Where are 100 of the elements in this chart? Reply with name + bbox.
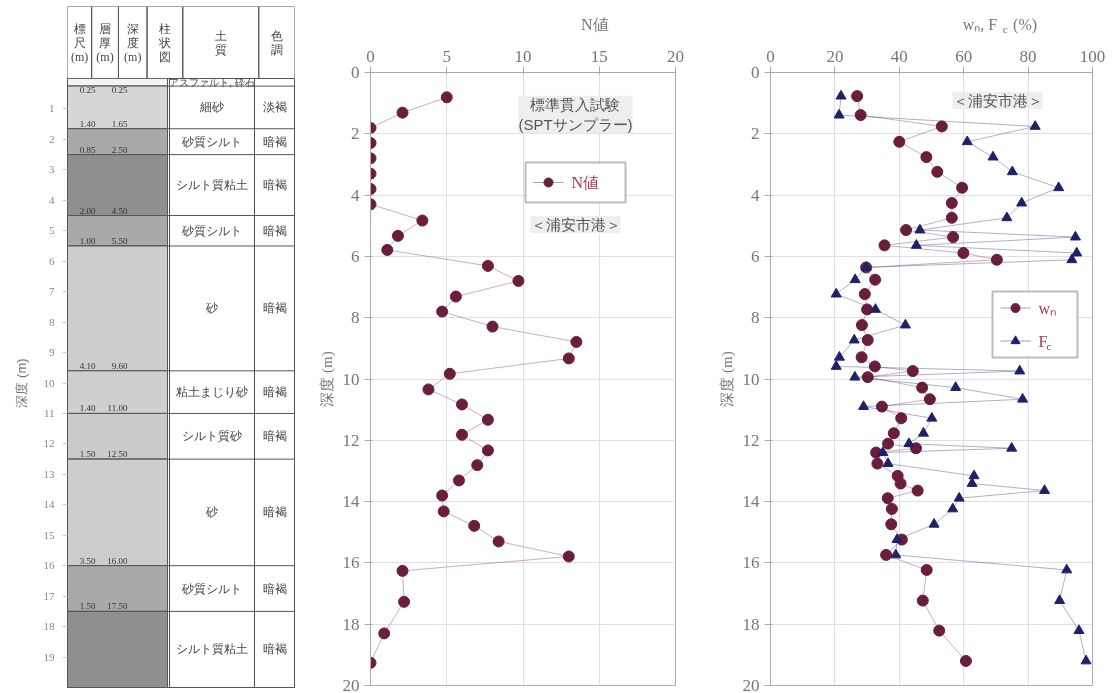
annotation: ＜浦安市港＞ — [530, 216, 621, 233]
category-label: 暗褐 — [262, 385, 287, 400]
legend-label: wₙ — [1038, 299, 1057, 317]
y-tick-label: 4 — [49, 193, 55, 206]
annotation: ＜浦安市港＞ — [952, 92, 1043, 109]
series-label: シルト質粘土 — [176, 642, 248, 657]
y-tick-label: 20 — [742, 676, 760, 693]
category-label: 暗褐 — [262, 134, 287, 149]
y-tick-label: 8 — [751, 308, 760, 328]
x-tick-label: 5 — [442, 46, 451, 66]
category-label: 暗褐 — [262, 581, 287, 596]
y-tick-label: 8 — [49, 315, 55, 328]
category-label: 暗褐 — [262, 505, 287, 520]
annotation: 4.50 — [111, 205, 128, 216]
y-axis-title: 深度 (m) — [718, 351, 736, 407]
data-label: 0.85 — [79, 144, 96, 155]
y-tick-label: 10 — [342, 369, 360, 389]
y-tick-label: 3 — [49, 163, 55, 176]
data-label: 2.00 — [79, 205, 96, 216]
annotation: 11.00 — [107, 403, 128, 414]
y-tick-label: 14 — [342, 492, 360, 512]
y-tick-label: 2 — [751, 124, 760, 144]
series-label: 粘土まじり砂 — [176, 385, 248, 400]
y-tick-label: 2 — [351, 124, 360, 144]
data-label: 1.50 — [79, 601, 96, 612]
y-tick-label: 18 — [342, 614, 360, 634]
text: 柱状図 — [157, 21, 171, 64]
series-label: シルト質粘土 — [176, 178, 248, 193]
y-axis-title: 深度 (m) — [13, 358, 29, 408]
annotation: 16.00 — [107, 555, 128, 566]
y-tick-label: 14 — [742, 492, 760, 512]
y-tick-label: 16 — [43, 559, 55, 572]
text: 砂 — [205, 301, 218, 316]
x-tick-label: 15 — [590, 46, 608, 66]
data-label: 3.50 — [79, 555, 96, 566]
series-label: 砂質シルト — [181, 134, 242, 149]
text: 細砂 — [199, 100, 224, 115]
legend-label: N値 — [571, 174, 600, 191]
data-label: 0.25 — [79, 85, 96, 96]
annotation: 12.50 — [107, 449, 128, 460]
annotation: 0.25 — [111, 85, 128, 96]
y-tick-label: 2 — [49, 132, 55, 145]
y-tick-label: 17 — [43, 589, 55, 602]
x-tick-label: 10 — [514, 46, 532, 66]
data-label: 1.40 — [79, 403, 96, 414]
text: 層厚(m) — [96, 21, 114, 64]
x-tick-label: 100 — [1079, 46, 1106, 66]
category-label: 暗褐 — [262, 642, 287, 657]
x-tick-label: 40 — [890, 46, 908, 66]
category-label: 暗褐 — [262, 429, 287, 444]
y-tick-label: 18 — [742, 614, 760, 634]
y-tick-label: 1 — [49, 102, 55, 115]
series-label: 砂質シルト — [181, 581, 242, 596]
text: 色調 — [270, 28, 283, 57]
y-tick-label: 9 — [49, 346, 55, 359]
series-label: 砂質シルト — [181, 223, 242, 238]
text: 砂 — [205, 505, 218, 520]
category-label: 淡褐 — [262, 100, 287, 115]
y-tick-label: 12 — [43, 437, 55, 450]
y-tick-label: 6 — [751, 246, 760, 266]
text: 深度(m) — [124, 21, 142, 64]
y-tick-label: 0 — [751, 63, 760, 82]
data-label: 1.40 — [79, 118, 96, 129]
y-tick-label: 8 — [351, 308, 360, 328]
annotation: 2.50 — [111, 144, 128, 155]
annotation: 9.60 — [111, 360, 128, 371]
x-tick-label: 80 — [1019, 46, 1037, 66]
data-label: 4.10 — [79, 360, 96, 371]
y-tick-label: 7 — [49, 285, 55, 298]
y-tick-label: 4 — [351, 185, 360, 205]
data-label: 1.00 — [79, 235, 96, 246]
x-tick-label: 0 — [366, 46, 375, 66]
text: 土質 — [214, 28, 227, 57]
x-tick-label: 60 — [955, 46, 973, 66]
y-tick-label: 20 — [342, 676, 360, 693]
y-tick-label: 6 — [49, 254, 55, 267]
y-axis-title: 深度 (m) — [318, 351, 336, 407]
category-label: 暗褐 — [262, 223, 287, 238]
y-tick-label: 6 — [351, 246, 360, 266]
y-tick-label: 5 — [49, 224, 55, 237]
y-tick-label: 14 — [43, 498, 55, 511]
y-tick-label: 10 — [43, 376, 55, 389]
y-tick-label: 12 — [742, 430, 760, 450]
y-tick-label: 13 — [43, 467, 55, 480]
annotation: 標準貫入試験 (SPTサンプラー) — [518, 95, 633, 134]
text: 標尺(m) — [70, 21, 89, 64]
y-tick-label: 10 — [742, 369, 760, 389]
data-label: 1.50 — [79, 449, 96, 460]
x-tick-label: 20 — [826, 46, 844, 66]
category-label: 暗褐 — [262, 301, 287, 316]
annotation: 5.50 — [111, 235, 128, 246]
y-tick-label: 12 — [342, 430, 360, 450]
series-label: シルト質砂 — [182, 429, 242, 444]
x-axis-title: N値 — [581, 16, 609, 33]
y-tick-label: 19 — [43, 650, 55, 663]
y-tick-label: 4 — [751, 185, 760, 205]
x-tick-label: 20 — [667, 46, 684, 66]
annotation: 17.50 — [107, 601, 128, 612]
x-tick-label: 0 — [766, 46, 775, 66]
y-tick-label: 18 — [43, 620, 55, 633]
